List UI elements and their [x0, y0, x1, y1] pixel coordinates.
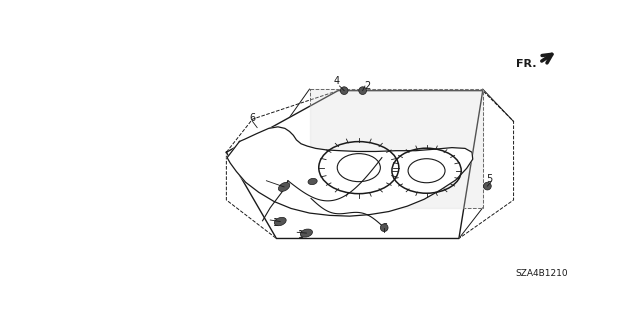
- Ellipse shape: [484, 182, 492, 190]
- Text: 4: 4: [333, 76, 340, 85]
- Ellipse shape: [300, 229, 312, 237]
- Text: 1: 1: [258, 182, 264, 192]
- Text: 2: 2: [364, 81, 371, 91]
- Text: 5: 5: [486, 174, 492, 184]
- Text: FR.: FR.: [516, 59, 537, 69]
- Text: 1: 1: [298, 230, 304, 241]
- Text: SZA4B1210: SZA4B1210: [516, 269, 568, 278]
- Ellipse shape: [275, 217, 286, 226]
- Text: 3: 3: [292, 176, 298, 187]
- Ellipse shape: [308, 178, 317, 185]
- Ellipse shape: [380, 224, 388, 232]
- Text: 1: 1: [273, 218, 280, 228]
- Text: 6: 6: [250, 113, 255, 122]
- Polygon shape: [227, 127, 473, 216]
- Ellipse shape: [278, 182, 290, 191]
- Polygon shape: [227, 91, 483, 239]
- Ellipse shape: [340, 87, 348, 94]
- Text: 6: 6: [381, 224, 387, 234]
- Polygon shape: [310, 89, 483, 208]
- Ellipse shape: [359, 87, 367, 94]
